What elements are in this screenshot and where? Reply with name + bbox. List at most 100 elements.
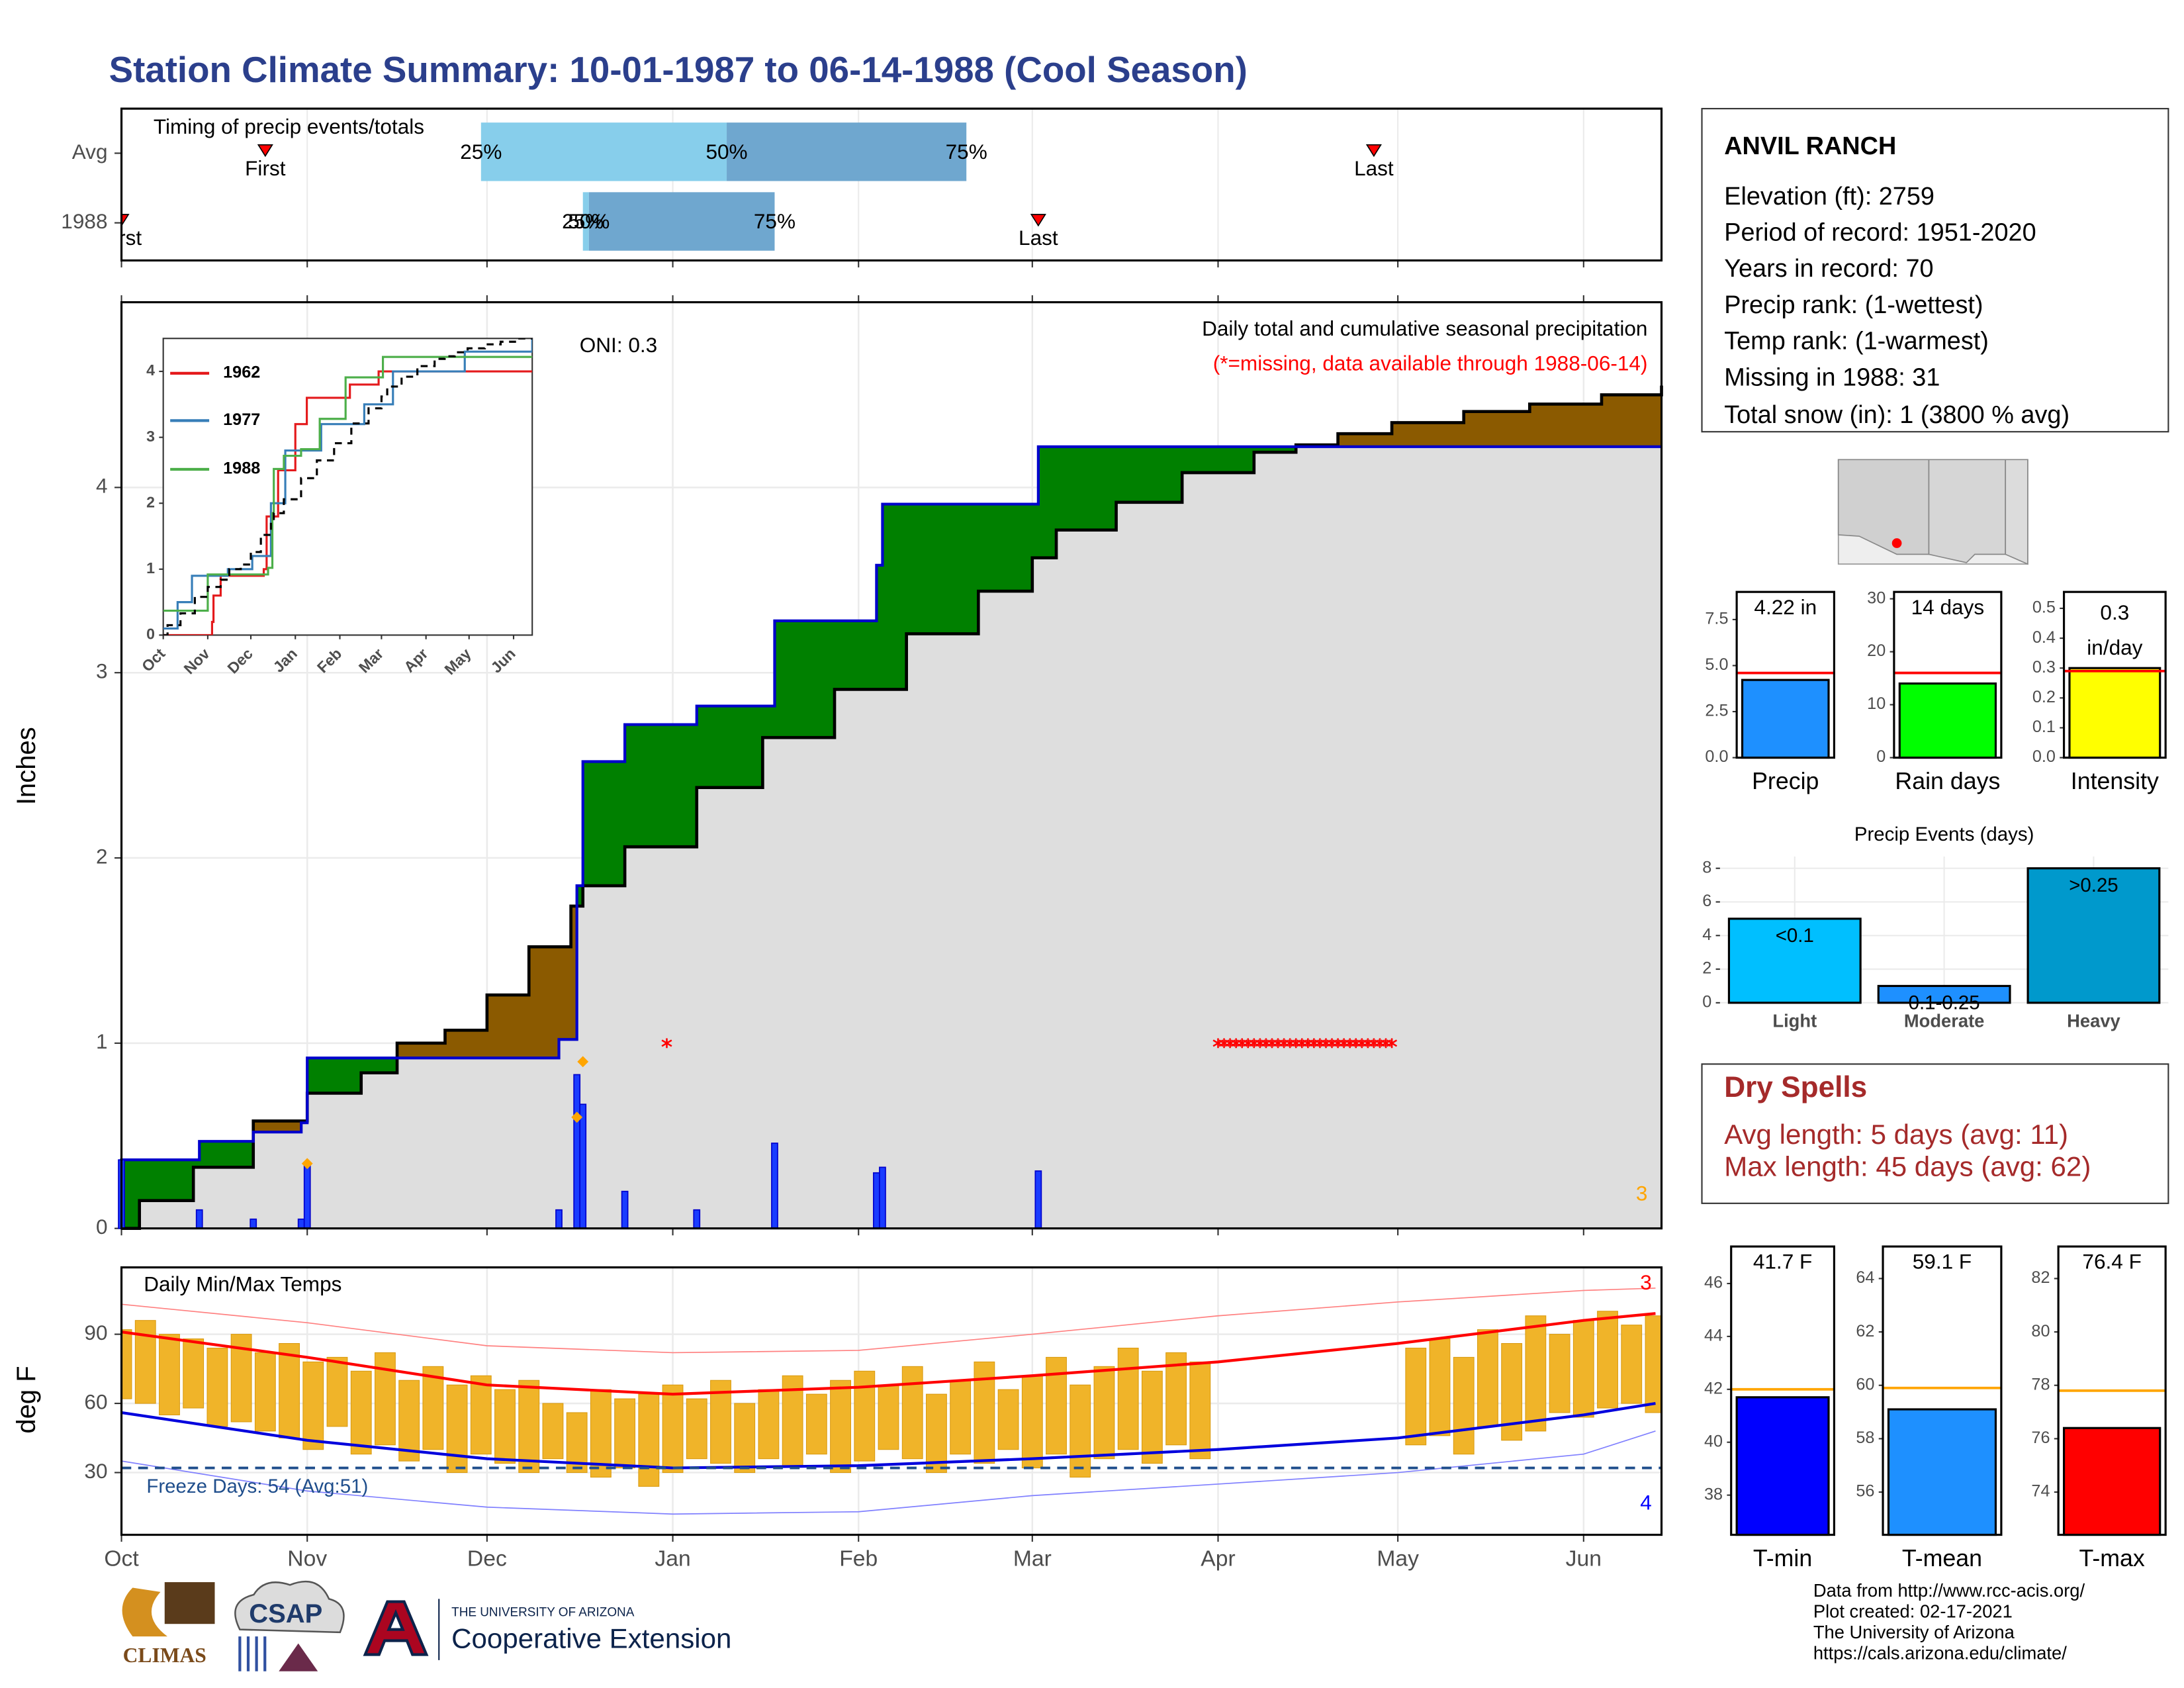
logo-text: Cooperative Extension: [451, 1623, 731, 1654]
value-label: 0.3: [2100, 600, 2129, 624]
temp-bar: [901, 1366, 923, 1460]
temp-bar: [121, 1329, 132, 1399]
y-tick-label: 38: [1704, 1485, 1723, 1503]
y-tick-label: 20: [1867, 641, 1886, 660]
y-tick-label: 4: [1702, 925, 1711, 944]
y-tick-label: 0.1: [2032, 718, 2056, 736]
event-marker: [1030, 214, 1046, 227]
temp-bar: [926, 1393, 947, 1474]
temp-bar: [446, 1384, 468, 1474]
y-tick-label: 0: [96, 1215, 108, 1239]
y-tick-label: 1: [96, 1029, 108, 1053]
temp-bar: [1572, 1320, 1594, 1418]
value-label: 59.1 F: [1913, 1250, 1972, 1274]
inset-line: [163, 355, 533, 612]
temp-bar: [1597, 1311, 1618, 1409]
daily-precip-bar: [621, 1190, 629, 1229]
quantile-bar: [588, 192, 775, 251]
y-tick-label: 82: [2031, 1268, 2050, 1287]
y-tick-label: 60: [84, 1389, 107, 1413]
bar: [1727, 917, 1862, 1004]
quantile-bar: [480, 122, 727, 181]
daily-precip-bar: [250, 1218, 257, 1229]
logo-text: THE UNIVERSITY OF ARIZONA: [451, 1605, 635, 1619]
chart-title: Daily Min/Max Temps: [144, 1272, 341, 1295]
y-tick-label: 64: [1856, 1268, 1874, 1287]
temp-bar: [1525, 1315, 1547, 1432]
x-tick-label: Light: [1772, 1011, 1817, 1031]
x-tick-label: Oct: [104, 1546, 139, 1571]
value-label: in/day: [2087, 635, 2142, 659]
y-tick-label: 74: [2031, 1482, 2050, 1501]
bar: [2026, 867, 2161, 1004]
y-tick-label: 0.0: [1705, 747, 1728, 766]
credit: Data from http://www.rcc-acis.org/: [1813, 1580, 2085, 1601]
dry-spells-line: Max length: 45 days (avg: 62): [1724, 1150, 2091, 1182]
temp-bar: [1429, 1338, 1451, 1436]
temp-bar: [1621, 1325, 1643, 1404]
temp-bar: [1141, 1370, 1163, 1464]
y-tick-label: 7.5: [1705, 610, 1728, 628]
summary-bar: [2062, 1427, 2161, 1536]
temp-bar: [518, 1380, 540, 1474]
station-box: [1701, 108, 2169, 433]
event-label: Last: [1354, 156, 1394, 180]
panel-frame: [120, 107, 1663, 262]
temp-bar: [326, 1356, 348, 1427]
y-tick-label: 78: [2031, 1375, 2050, 1393]
y-tick-label: 56: [1856, 1482, 1874, 1501]
temp-bar: [542, 1403, 564, 1460]
average-line: [121, 385, 1663, 1231]
y-tick-label: 0: [1876, 747, 1886, 766]
panel-frame: [120, 301, 1663, 1230]
temp-bar: [422, 1366, 444, 1450]
temp-line: [121, 1430, 1656, 1515]
y-tick-label: 0.3: [2032, 658, 2056, 677]
bin-label: <0.1: [1776, 925, 1814, 947]
chart-subtitle: (*=missing, data available through 1988-…: [1213, 352, 1648, 375]
y-tick-label: 6: [1702, 892, 1711, 910]
quantile-label: 50%: [705, 140, 747, 164]
legend-label: 1988: [223, 459, 260, 478]
chart-title: Precip Events (days): [1854, 823, 2034, 845]
locator-map: [1837, 459, 2028, 565]
panel-frame: [120, 1266, 1663, 1536]
temp-bar: [1093, 1366, 1115, 1460]
panel-frame: [1730, 1245, 1835, 1536]
freeze-label: Freeze Days: 54 (Avg:51): [146, 1476, 368, 1497]
y-tick-label: 1: [146, 559, 155, 577]
temp-bar: [710, 1380, 731, 1464]
climas-emblem: [122, 1587, 167, 1637]
category-label: T-min: [1753, 1545, 1812, 1571]
temp-bar: [758, 1389, 780, 1460]
bar: [1877, 984, 2011, 1004]
y-tick-label: 0.5: [2032, 598, 2056, 617]
x-tick-label: Nov: [287, 1546, 327, 1571]
daily-precip-bar: [573, 1074, 581, 1229]
y-tick-label: 5.0: [1705, 655, 1728, 674]
station-line: Precip rank: (1-wettest): [1724, 291, 1983, 319]
x-tick-label: Jun: [1566, 1546, 1602, 1571]
y-tick-label: 8: [1702, 858, 1711, 876]
summary-bar: [1735, 1396, 1830, 1536]
y-tick-label: 46: [1704, 1274, 1723, 1292]
y-tick-label: 0: [1702, 993, 1711, 1011]
record-count: 3: [1636, 1182, 1648, 1205]
temp-bar: [638, 1393, 660, 1487]
y-tick-label: Avg: [72, 140, 108, 164]
x-tick-label: May: [1377, 1546, 1419, 1571]
credit: The University of Arizona: [1813, 1622, 2015, 1642]
event-label: Last: [1019, 226, 1058, 250]
y-tick-label: 80: [2031, 1322, 2050, 1340]
annotation: ONI: 0.3: [580, 333, 657, 357]
y-tick-label: 2: [146, 493, 155, 510]
summary-bar: [1898, 682, 1997, 759]
legend-label: 1962: [223, 363, 260, 382]
value-label: 14 days: [1911, 595, 1985, 619]
daily-precip-bar: [879, 1166, 886, 1229]
panel-frame: [2062, 590, 2167, 759]
panel-frame: [1882, 1245, 2003, 1536]
temp-bar: [734, 1403, 756, 1474]
